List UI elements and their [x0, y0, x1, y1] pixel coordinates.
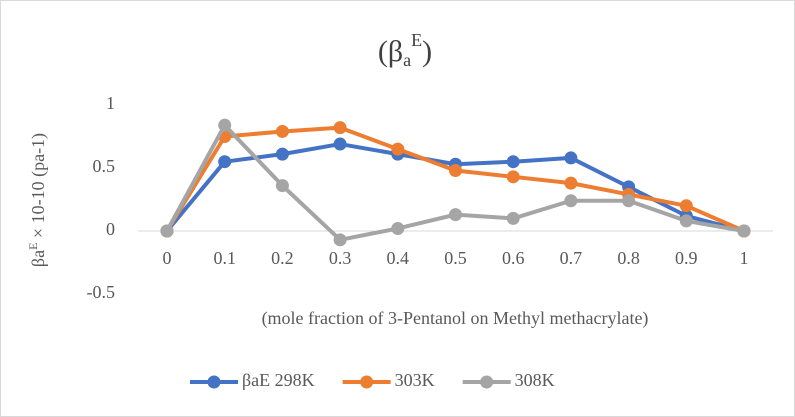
- point: [564, 194, 578, 208]
- point: [506, 155, 520, 169]
- point: [333, 121, 347, 135]
- x-tick-label: 0.9: [675, 248, 698, 268]
- x-axis-label: (mole fraction of 3-Pentanol on Methyl m…: [262, 308, 649, 329]
- point: [679, 214, 693, 228]
- legend-marker: [480, 375, 494, 389]
- point: [275, 124, 289, 138]
- legend-label: βaE 298K: [242, 370, 315, 390]
- x-tick-label: 0.8: [617, 248, 640, 268]
- x-tick-label: 0.4: [387, 248, 410, 268]
- y-tick-label: 0: [106, 219, 115, 239]
- point: [218, 155, 232, 169]
- x-tick-label: 0.1: [213, 248, 236, 268]
- point: [333, 233, 347, 247]
- point: [564, 151, 578, 165]
- point: [679, 199, 693, 213]
- point: [737, 224, 751, 238]
- legend-label: 303K: [395, 370, 435, 390]
- point: [391, 221, 405, 235]
- point: [622, 194, 636, 208]
- x-tick-label: 0.3: [329, 248, 352, 268]
- point: [391, 142, 405, 156]
- x-tick-label: 0.2: [271, 248, 294, 268]
- point: [449, 208, 462, 222]
- point: [564, 176, 578, 190]
- legend-marker: [207, 375, 221, 389]
- legend-label: 308K: [515, 370, 555, 390]
- x-tick-label: 0.5: [444, 248, 467, 268]
- point: [449, 164, 462, 178]
- point: [275, 179, 289, 193]
- y-tick-label: 1: [106, 93, 115, 113]
- x-tick-label: 1: [740, 248, 749, 268]
- point: [275, 147, 289, 161]
- point: [333, 137, 347, 151]
- legend-marker: [360, 375, 374, 389]
- y-tick-label: 0.5: [93, 156, 116, 176]
- point: [160, 224, 174, 238]
- point: [506, 211, 520, 225]
- x-tick-label: 0.6: [502, 248, 525, 268]
- point: [218, 118, 232, 132]
- y-tick-label: -0.5: [87, 282, 116, 302]
- point: [506, 170, 520, 184]
- x-tick-label: 0: [163, 248, 172, 268]
- chart-title: (βaE): [378, 30, 432, 70]
- x-tick-label: 0.7: [560, 248, 583, 268]
- y-axis-label: βaE × 10-10 (pa-1): [26, 133, 49, 267]
